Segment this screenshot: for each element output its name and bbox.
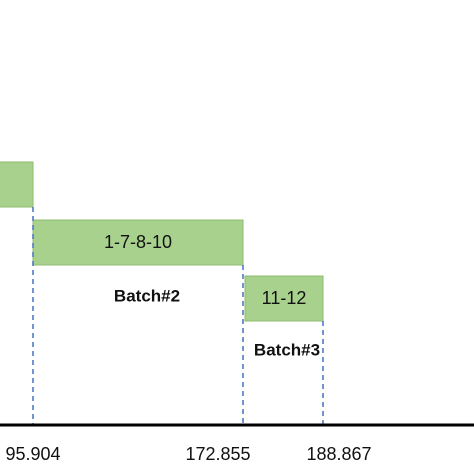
task-label: 11-12 <box>262 288 307 308</box>
batch-label: Batch#3 <box>254 340 320 359</box>
task-label: 1-7-8-10 <box>104 232 172 252</box>
axis-label: 172.855 <box>185 444 250 464</box>
axis-label: 95.904 <box>5 444 60 464</box>
task-bar <box>32 219 244 266</box>
axis-label: 188.867 <box>306 444 371 464</box>
batch-label: Batch#2 <box>114 286 180 305</box>
task-bar <box>0 161 34 208</box>
task-bar <box>244 275 324 322</box>
